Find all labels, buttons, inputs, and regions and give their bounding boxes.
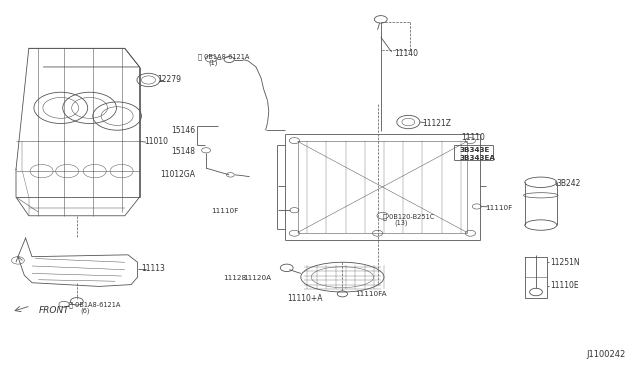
Text: 11110: 11110 <box>461 133 484 142</box>
Text: Ⓑ 0B1A8-6121A: Ⓑ 0B1A8-6121A <box>69 301 120 308</box>
Text: J1100242: J1100242 <box>587 350 626 359</box>
Text: (13): (13) <box>394 219 408 226</box>
Text: 12279: 12279 <box>157 76 181 84</box>
Text: 11110E: 11110E <box>550 281 579 290</box>
Text: FRONT: FRONT <box>38 306 69 315</box>
Text: 11113: 11113 <box>141 264 164 273</box>
Text: 11128: 11128 <box>223 275 246 281</box>
Text: 11110F: 11110F <box>485 205 513 211</box>
Text: 11110F: 11110F <box>211 208 239 214</box>
Text: 3B343EA: 3B343EA <box>460 155 495 161</box>
Text: 15146: 15146 <box>171 126 195 135</box>
Text: 11110+A: 11110+A <box>287 294 322 303</box>
Text: 11010: 11010 <box>144 137 168 146</box>
Text: 3B343E: 3B343E <box>460 147 490 153</box>
Text: 11120A: 11120A <box>243 275 271 281</box>
Text: 3B242: 3B242 <box>557 179 581 187</box>
Text: Ⓑ 0B1A8-6121A: Ⓑ 0B1A8-6121A <box>198 53 250 60</box>
Text: (6): (6) <box>80 307 90 314</box>
Text: Ⓑ 0B120-B251C: Ⓑ 0B120-B251C <box>383 213 434 220</box>
Text: 11012GA: 11012GA <box>160 170 195 179</box>
Text: (1): (1) <box>209 60 218 66</box>
Text: 11140: 11140 <box>394 49 419 58</box>
Text: 11251N: 11251N <box>550 258 580 267</box>
Text: 11110FA: 11110FA <box>355 291 387 297</box>
Text: 11121Z: 11121Z <box>422 119 451 128</box>
Text: 15148: 15148 <box>172 147 195 155</box>
